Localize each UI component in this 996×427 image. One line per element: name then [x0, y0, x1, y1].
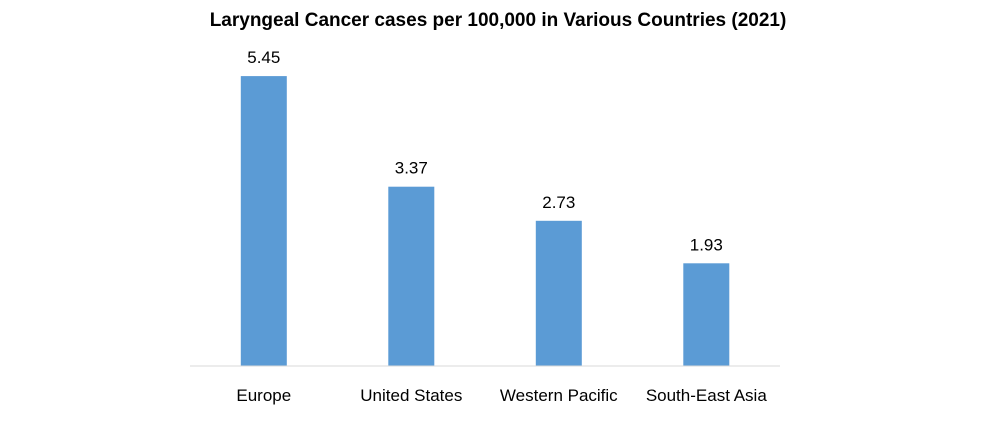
x-tick-label: Europe: [236, 386, 291, 405]
bar-western-pacific: [535, 220, 582, 366]
data-label: 5.45: [247, 48, 280, 67]
bar-south-east-asia: [683, 263, 730, 366]
chart-title: Laryngeal Cancer cases per 100,000 in Va…: [210, 10, 787, 31]
bar-europe: [240, 76, 287, 366]
labels-layer: 5.45 Europe 3.37 United States 2.73 Western P…: [236, 48, 767, 405]
data-label: 3.37: [395, 159, 428, 178]
x-tick-label: Western Pacific: [500, 386, 618, 405]
bar-united-states: [388, 186, 435, 366]
bars-layer: [240, 76, 730, 366]
x-tick-label: South-East Asia: [646, 386, 768, 405]
data-label: 1.93: [690, 235, 723, 254]
x-tick-label: United States: [360, 386, 462, 405]
data-label: 2.73: [542, 193, 575, 212]
